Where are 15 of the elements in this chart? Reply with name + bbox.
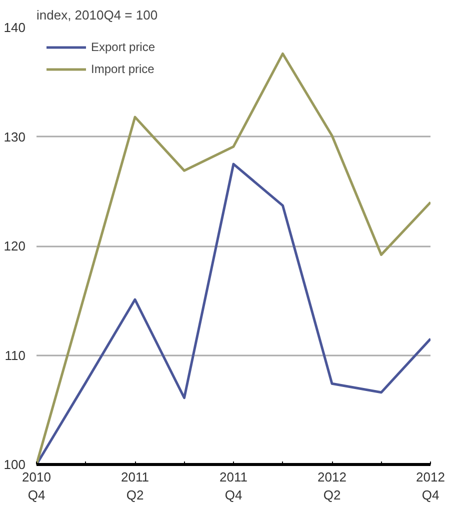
x-tick-label: 2011 Q4: [220, 470, 248, 502]
line-series: [36, 162, 430, 464]
y-tick-label: 100: [4, 457, 26, 472]
y-tick-label: 110: [4, 348, 26, 363]
x-tick-label: 2012 Q2: [318, 470, 346, 502]
y-axis-title: index, 2010Q4 = 100: [36, 8, 158, 22]
legend-label: Export price: [91, 40, 156, 54]
x-tick-label: 2012 Q4: [416, 470, 445, 502]
x-tick-label: 2010 Q4: [22, 470, 51, 502]
line-series: [36, 52, 430, 464]
y-tick-label: 130: [4, 129, 26, 144]
y-tick-label: 120: [4, 238, 26, 254]
legend-label: Import price: [91, 62, 154, 76]
y-tick-label: 140: [4, 20, 26, 35]
x-tick-label: 2011 Q2: [121, 470, 149, 502]
